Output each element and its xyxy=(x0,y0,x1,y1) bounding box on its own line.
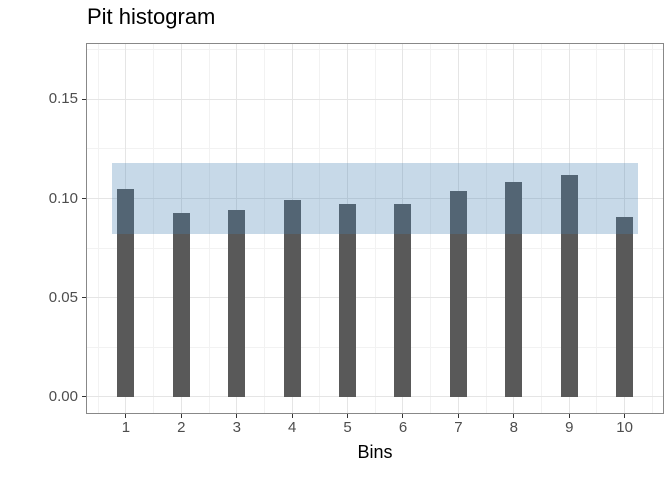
y-tick-mark xyxy=(82,297,86,299)
x-tick-label: 4 xyxy=(287,419,297,436)
plot-panel xyxy=(86,43,664,414)
y-tick-label: 0.00 xyxy=(48,387,78,405)
bar-bin-1 xyxy=(117,188,135,397)
y-tick-mark xyxy=(82,396,86,398)
y-tick-label: 0.15 xyxy=(48,90,78,108)
bar-bin-10 xyxy=(616,217,634,397)
bar-bin-7 xyxy=(449,190,467,397)
x-tick-label: 10 xyxy=(616,419,633,436)
grid-major-horizontal xyxy=(86,396,664,398)
x-tick-mark xyxy=(236,414,238,418)
grid-major-horizontal xyxy=(86,198,664,200)
grid-minor-vertical xyxy=(208,43,210,414)
grid-minor-vertical xyxy=(263,43,265,414)
x-tick-mark xyxy=(125,414,127,418)
bar-bin-6 xyxy=(394,203,412,397)
x-tick-mark xyxy=(568,414,570,418)
confidence-band xyxy=(112,162,639,235)
x-tick-label: 7 xyxy=(454,419,463,436)
bar-bin-2 xyxy=(172,213,190,397)
x-tick-mark xyxy=(457,414,459,418)
x-tick-mark xyxy=(513,414,515,418)
y-tick-mark xyxy=(82,198,86,200)
grid-minor-vertical xyxy=(374,43,376,414)
x-tick-mark xyxy=(347,414,349,418)
bar-bin-8 xyxy=(505,181,523,397)
x-axis-title: Bins xyxy=(357,442,393,462)
bar-bin-9 xyxy=(560,174,578,397)
grid-major-horizontal xyxy=(86,297,664,299)
x-tick-label: 9 xyxy=(565,419,574,436)
x-tick-mark xyxy=(291,414,293,418)
grid-minor-vertical xyxy=(97,43,99,414)
x-tick-mark xyxy=(402,414,404,418)
bar-bin-5 xyxy=(339,204,357,397)
grid-minor-vertical xyxy=(485,43,487,414)
x-tick-label: 2 xyxy=(177,419,186,436)
grid-minor-vertical xyxy=(153,43,155,414)
bar-bin-4 xyxy=(283,199,301,397)
y-tick-mark xyxy=(82,98,86,100)
grid-major-horizontal xyxy=(86,98,664,100)
y-tick-label: 0.10 xyxy=(48,189,78,207)
grid-minor-horizontal xyxy=(86,148,664,150)
grid-minor-vertical xyxy=(319,43,321,414)
x-tick-label: 6 xyxy=(398,419,408,436)
grid-minor-vertical xyxy=(596,43,598,414)
x-tick-mark xyxy=(624,414,626,418)
x-tick-label: 1 xyxy=(121,419,131,436)
x-tick-mark xyxy=(180,414,182,418)
grid-minor-vertical xyxy=(541,43,543,414)
x-tick-label: 5 xyxy=(343,419,352,436)
chart-title: Pit histogram xyxy=(87,4,216,29)
x-tick-label: 3 xyxy=(232,419,241,436)
x-tick-label: 8 xyxy=(509,419,518,436)
grid-minor-vertical xyxy=(651,43,653,414)
y-tick-label: 0.05 xyxy=(48,288,78,306)
grid-minor-vertical xyxy=(430,43,432,414)
bar-bin-3 xyxy=(228,210,246,397)
grid-minor-horizontal xyxy=(86,49,664,51)
grid-minor-horizontal xyxy=(86,346,664,348)
grid-minor-horizontal xyxy=(86,247,664,249)
